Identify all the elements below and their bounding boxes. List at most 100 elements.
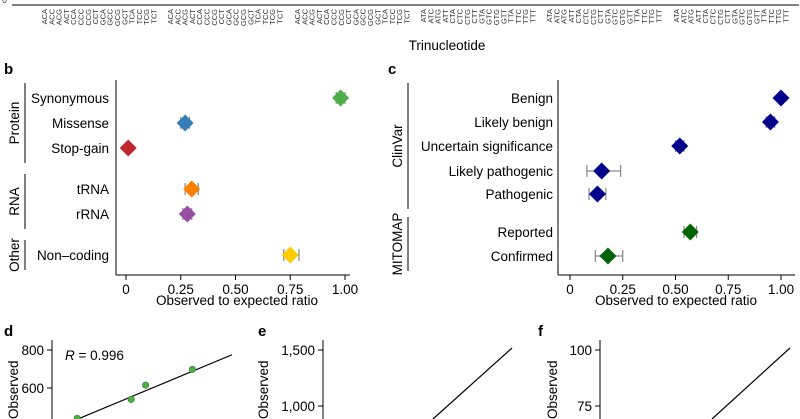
category-label: Non–coding [37, 248, 109, 263]
trinucleotide-tick-label: ATA [672, 9, 681, 22]
panel-c-items: Benign Likely benign Uncertain significanc… [421, 89, 790, 265]
trinucleotide-tick-label: GTT [752, 9, 761, 24]
trinucleotide-tick-label: CCG [210, 9, 219, 26]
trinucleotide-tick-label: TTA [633, 9, 642, 23]
panel-c-x-ticks: 0 0.25 0.50 0.75 1.00 [566, 275, 794, 297]
panel-c-letter: c [388, 61, 396, 78]
panel-e-y-label: Observed [256, 360, 271, 419]
trinucleotide-tick-label: TCT [403, 9, 412, 24]
data-point-diamond [176, 114, 194, 132]
trinucleotide-tick-label: ATG [434, 9, 443, 24]
trinucleotide-tick-label: GTG [618, 9, 627, 25]
trinucleotide-tick-label: CCC [330, 8, 339, 25]
trinucleotide-tick-label: ACG [55, 9, 64, 25]
category-label: Uncertain significance [421, 139, 553, 154]
data-point-diamond [183, 180, 201, 198]
data-point-diamond [761, 113, 779, 131]
group-label: MITOMAP [390, 213, 405, 276]
trinucleotide-tick-label: GCT [246, 9, 255, 25]
trinucleotide-tick-label: ATT [567, 9, 576, 23]
trinucleotide-tick-label: GTA [730, 9, 739, 24]
x-tick-label: 0.50 [222, 282, 248, 297]
panel-d-y-ticks: 600 800 [21, 343, 52, 396]
x-tick-label: 0.75 [715, 282, 741, 297]
x-tick-label: 1.00 [332, 282, 358, 297]
trinucleotide-tick-label: TCC [135, 8, 144, 24]
trinucleotide-tick-label: CTA [574, 9, 583, 23]
trinucleotide-tick-label: GTA [603, 9, 612, 24]
data-point-diamond [332, 89, 350, 107]
trinucleotide-tick-label: ACA [40, 9, 49, 24]
trinucleotide-tick-label: CTG [589, 9, 598, 25]
x-tick-label: 0 [566, 282, 574, 297]
panel-f-y-label: Observed [545, 360, 560, 419]
trinucleotide-tick-label: TTT [782, 9, 791, 23]
trinucleotide-tick-label: TTC [514, 8, 523, 23]
trinucleotide-tick-label: TCT [276, 9, 285, 24]
y-tick-label: 1,500 [281, 343, 315, 358]
trinucleotide-tick-label: CCA [69, 9, 78, 25]
data-point-diamond [119, 139, 137, 157]
trinucleotide-tick-label: TCA [128, 9, 137, 24]
category-label: rRNA [76, 207, 109, 222]
panel-b-items: Synonymous Missense Stop-gain tRNA rRNA Non–c… [31, 89, 350, 264]
trinucleotide-tick-label: TCA [381, 9, 390, 24]
trinucleotide-tick-label: TCC [388, 8, 397, 24]
trinucleotide-tick-label: CTA [448, 9, 457, 23]
trinucleotide-tick-label: ATC [426, 8, 435, 23]
category-label: tRNA [77, 182, 109, 197]
trinucleotide-tick-label: ATC [679, 8, 688, 23]
trinucleotide-tick-label: ACC [173, 8, 182, 24]
trinucleotide-tick-label: GTG [492, 9, 501, 25]
trinucleotide-tick-label: GCA [98, 9, 107, 25]
trinucleotide-tick-label: TCT [150, 9, 159, 24]
trinucleotide-tick-label: CTG [463, 9, 472, 25]
trinucleotide-tick-label: TTT [529, 9, 538, 23]
panel-d-fit-line [76, 354, 233, 419]
trinucleotide-tick-label: ATG [687, 9, 696, 24]
trinucleotide-tick-label: ATA [419, 9, 428, 22]
panel-e-fit-line [432, 347, 513, 419]
trinucleotide-tick-label: ACA [166, 9, 175, 24]
panel-d-annotation: R = 0.996 [65, 348, 124, 363]
group-label: ClinVar [390, 124, 405, 168]
panel-f-y-ticks: 75 100 [569, 343, 600, 414]
panel-b-letter: b [4, 61, 13, 78]
panel-c-group-brackets: ClinVar MITOMAP [390, 83, 409, 276]
y-tick-label: 75 [577, 399, 592, 414]
panel-f: f 75 100 Observed [538, 323, 791, 419]
trinucleotide-tick-label: CCT [91, 9, 100, 25]
data-point-diamond [178, 205, 196, 223]
data-point-diamond [671, 137, 689, 155]
panel-b-x-label: Observed to expected ratio [156, 293, 318, 308]
trinucleotide-tick-label: GCG [366, 9, 375, 26]
x-tick-label: 0.25 [610, 282, 636, 297]
data-point-diamond [681, 223, 699, 241]
trinucleotide-tick-label: ATT [441, 9, 450, 23]
trinucleotide-tick-label: CCC [77, 8, 86, 25]
trinucleotide-tick-label: TCG [268, 9, 277, 25]
panel-e-letter: e [258, 323, 266, 340]
trinucleotide-tick-label: GTA [477, 9, 486, 24]
trinucleotide-tick-label: ATC [552, 8, 561, 23]
panel-d-letter: d [4, 323, 13, 340]
trinucleotide-tick-label: CTT [723, 9, 732, 24]
scatter-point [142, 381, 150, 389]
trinucleotide-tick-label: TTA [760, 9, 769, 23]
trinucleotide-ticks: ACAACCACGACTCCACCCCCGCCTGCAGCCGCGGCTTCAT… [40, 8, 791, 26]
trinucleotide-tick-label: ACG [181, 9, 190, 25]
trinucleotide-tick-label: ATA [545, 9, 554, 22]
category-label: Stop-gain [51, 141, 109, 156]
scatter-point [188, 365, 196, 373]
trinucleotide-tick-label: GTC [611, 8, 620, 24]
data-point-diamond [599, 247, 617, 265]
trinucleotide-tick-label: CTT [470, 9, 479, 24]
data-point-diamond [281, 246, 299, 264]
trinucleotide-tick-label: CCG [337, 9, 346, 26]
trinucleotide-tick-label: TCA [254, 9, 263, 24]
x-tick-label: 0.25 [168, 282, 194, 297]
panel-d: d 600 800 Observed R = 0.996 [4, 323, 233, 419]
trinucleotide-tick-label: TTG [774, 9, 783, 24]
